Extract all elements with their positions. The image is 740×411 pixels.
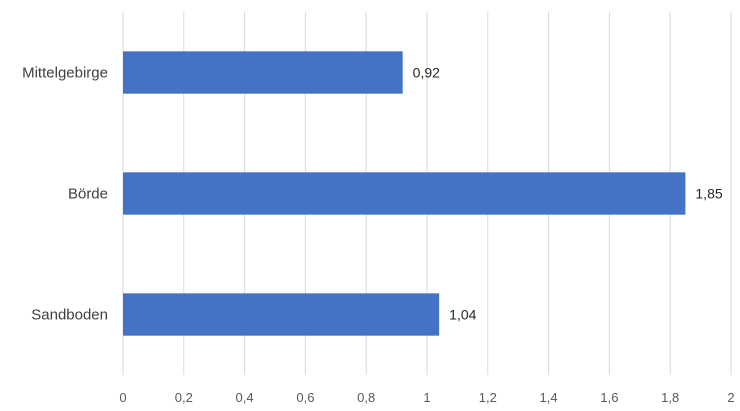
x-tick-label: 1,4	[540, 390, 558, 405]
category-label: Börde	[68, 186, 108, 203]
data-label: 1,04	[449, 307, 476, 323]
x-tick-label: 0	[119, 390, 126, 405]
x-tick-label: 2	[727, 390, 734, 405]
category-label: Mittelgebirge	[22, 65, 108, 82]
data-label: 0,92	[413, 65, 440, 81]
bar	[123, 51, 403, 94]
x-tick-label: 1,6	[600, 390, 618, 405]
bar	[123, 172, 686, 215]
x-tick-label: 0,6	[296, 390, 314, 405]
x-tick-label: 0,4	[236, 390, 254, 405]
bar	[123, 293, 440, 336]
x-tick-label: 1,8	[661, 390, 679, 405]
x-tick-label: 0,2	[175, 390, 193, 405]
x-tick-label: 1	[423, 390, 430, 405]
data-label: 1,85	[695, 186, 722, 202]
x-tick-label: 0,8	[357, 390, 375, 405]
bars	[123, 51, 686, 336]
category-label: Sandboden	[31, 307, 108, 324]
x-tick-label: 1,2	[479, 390, 497, 405]
labels: 0 0,2 0,4 0,6 0,8 1 1,2 1,4 1,6 1,8 2 Mittelgebirge…	[22, 65, 735, 406]
